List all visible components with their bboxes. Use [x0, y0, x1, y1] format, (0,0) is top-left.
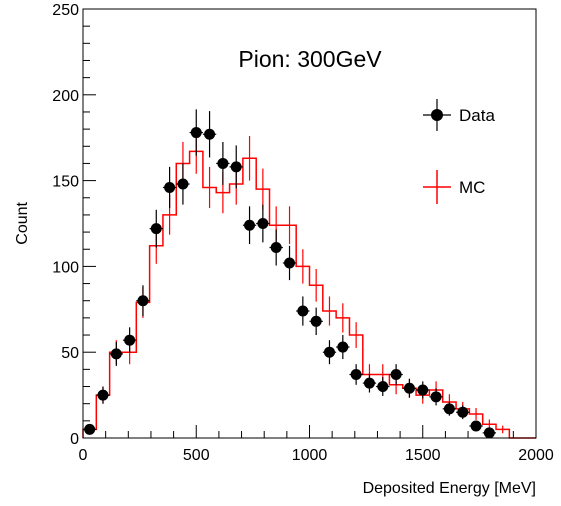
y-tick-label: 0 — [70, 431, 79, 448]
data-point — [390, 369, 402, 381]
x-tick-label: 2000 — [518, 447, 554, 464]
data-point — [310, 315, 322, 327]
y-tick-label: 100 — [52, 259, 79, 276]
data-point — [244, 219, 256, 231]
plot-frame — [82, 8, 537, 439]
data-point — [204, 128, 216, 140]
data-point — [137, 295, 149, 307]
data-point — [483, 427, 495, 439]
data-point — [350, 369, 362, 381]
y-tick-label: 50 — [61, 345, 79, 362]
data-point — [457, 406, 469, 418]
x-tick-label: 0 — [79, 447, 88, 464]
legend-entry-data: Data — [423, 99, 495, 131]
data-point — [150, 223, 162, 235]
legend-mc-label: MC — [459, 178, 485, 197]
legend-entry-mc: MC — [423, 170, 485, 204]
x-axis-label: Deposited Energy [MeV] — [363, 480, 536, 497]
data-point — [443, 403, 455, 415]
data-point — [270, 242, 282, 254]
data-point — [84, 423, 96, 435]
data-point — [257, 218, 269, 229]
y-tick-label: 150 — [52, 174, 79, 191]
data-point — [403, 382, 415, 394]
y-axis-label: Count — [14, 201, 31, 244]
data-point — [430, 391, 442, 403]
data-point — [164, 181, 176, 193]
mc-series-layer — [82, 129, 536, 439]
data-series-layer — [83, 109, 497, 439]
data-point — [97, 389, 109, 401]
x-tick-label: 500 — [183, 447, 210, 464]
data-point — [177, 178, 189, 190]
data-point — [377, 381, 389, 393]
mc-histogram-outline — [82, 150, 536, 439]
data-point — [217, 157, 229, 169]
legend: Data MC — [423, 99, 495, 204]
data-point — [363, 377, 375, 389]
data-point — [323, 346, 335, 358]
data-point — [284, 257, 296, 269]
data-point — [230, 161, 242, 173]
x-tick-label: 1000 — [292, 447, 328, 464]
axes-layer: 0 500 1000 1500 2000 0 50 100 150 200 250 — [52, 2, 554, 464]
data-point — [417, 384, 429, 396]
data-point — [337, 341, 349, 353]
data-point — [190, 127, 202, 139]
legend-data-marker — [431, 109, 443, 121]
x-tick-label: 1500 — [405, 447, 441, 464]
data-point — [470, 420, 482, 432]
data-point — [110, 348, 122, 360]
y-tick-label: 250 — [52, 2, 79, 19]
chart-title: Pion: 300GeV — [238, 46, 382, 72]
data-point — [297, 305, 309, 317]
y-tick-label: 200 — [52, 88, 79, 105]
legend-data-label: Data — [459, 106, 495, 125]
data-point — [124, 334, 136, 346]
